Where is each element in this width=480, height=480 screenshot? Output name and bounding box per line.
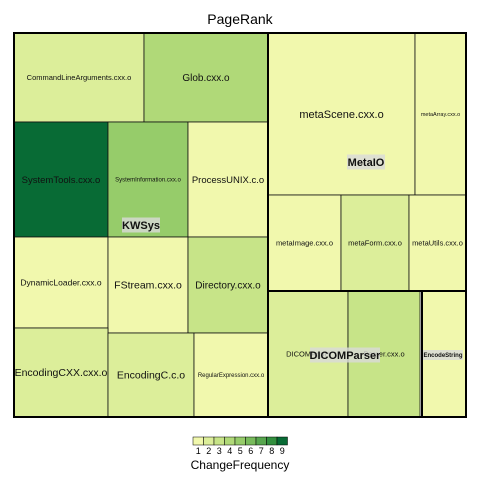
cell-label-parser-cxx-o: Parser.cxx.o: [363, 350, 404, 359]
group-label-bg-encodestring: [423, 350, 463, 360]
group-label-dicomparser: DICOMParser: [310, 350, 382, 362]
legend-tick-9: 9: [280, 446, 285, 456]
treemap-group-frames: [13, 32, 467, 418]
cell-label-dicomapph: DICOMAppH: [286, 350, 330, 359]
treemap-cell-metaarray-cxx-o: [414, 32, 467, 196]
treemap-cell-fstream-cxx-o: [107, 236, 189, 334]
treemap-group-labels: KWSys MetaIO DICOMParser EncodeString: [122, 154, 463, 363]
group-label-bg-dicomparser: [310, 347, 380, 363]
group-label-bg-kwsys: [122, 217, 160, 233]
cell-label-systeminformation-cxx-o: SystemInformation.cxx.o: [115, 178, 181, 184]
legend-tick-6: 6: [248, 446, 253, 456]
group-frame-encodestring: [421, 290, 467, 418]
treemap-cell-commandlinearguments-cxx-o: [13, 32, 145, 123]
group-label-bg-metaio: [347, 154, 385, 170]
treemap-cell-metautils-cxx-o: [408, 194, 467, 292]
cell-label-encodingcxx-cxx-o: EncodingCXX.cxx.o: [15, 367, 108, 379]
cell-label-fstream-cxx-o: FStream.cxx.o: [114, 280, 182, 292]
treemap-cells: CommandLineArguments.cxx.o Glob.cxx.o Syst…: [13, 32, 467, 418]
legend-tick-4: 4: [227, 446, 232, 456]
legend-swatch-3: [213, 436, 225, 446]
cell-label-metaimage-cxx-o: metaImage.cxx.o: [276, 239, 333, 248]
cell-label-processunix-c-o: ProcessUNIX.c.o: [192, 175, 264, 186]
legend-swatch-4: [224, 436, 236, 446]
treemap-cell-encodingc-c-o: [107, 332, 195, 418]
treemap-cell-metascene-cxx-o: [267, 32, 416, 196]
cell-label-dynamicloader-cxx-o: DynamicLoader.cxx.o: [20, 277, 102, 287]
legend-tick-7: 7: [259, 446, 264, 456]
legend-tick-2: 2: [206, 446, 211, 456]
legend-swatch-5: [234, 436, 246, 446]
cell-label-commandlinearguments-cxx-o: CommandLineArguments.cxx.o: [27, 73, 132, 82]
group-label-kwsys: KWSys: [122, 220, 160, 232]
cell-label-encodingc-c-o: EncodingC.c.o: [117, 370, 185, 382]
legend-swatch-6: [245, 436, 257, 446]
cell-label-directory-cxx-o: Directory.cxx.o: [195, 281, 261, 292]
legend-swatch-9: [276, 436, 288, 446]
group-label-metaio: MetaIO: [348, 157, 385, 169]
cell-label-metautils-cxx-o: metaUtils.cxx.o: [412, 239, 463, 248]
cell-label-systemtools-cxx-o: SystemTools.cxx.o: [22, 175, 101, 186]
chart-title: PageRank: [207, 11, 273, 27]
cell-label-regularexpression-cxx-o: RegularExpression.cxx.o: [198, 373, 265, 379]
cell-label-metascene-cxx-o: metaScene.cxx.o: [299, 109, 383, 121]
legend-swatch-1: [192, 436, 204, 446]
treemap-cell-metaimage-cxx-o: [267, 194, 342, 292]
legend-tick-1: 1: [196, 446, 201, 456]
group-label-encodestring: EncodeString: [423, 353, 462, 359]
cell-label-metaarray-cxx-o: metaArray.cxx.o: [421, 112, 460, 118]
legend-tick-5: 5: [238, 446, 243, 456]
legend-tick-3: 3: [217, 446, 222, 456]
treemap-cell-directory-cxx-o: [187, 236, 269, 334]
legend-swatch-2: [203, 436, 215, 446]
treemap-cell-systemtools-cxx-o: [13, 121, 109, 238]
cell-label-glob-cxx-o: Glob.cxx.o: [182, 73, 230, 84]
treemap-cell-metaform-cxx-o: [340, 194, 410, 292]
legend-swatch-7: [255, 436, 267, 446]
legend-title: ChangeFrequency: [191, 458, 290, 472]
legend-tick-8: 8: [269, 446, 274, 456]
cell-label-metaform-cxx-o: metaForm.cxx.o: [348, 239, 402, 248]
legend-swatch-8: [266, 436, 278, 446]
